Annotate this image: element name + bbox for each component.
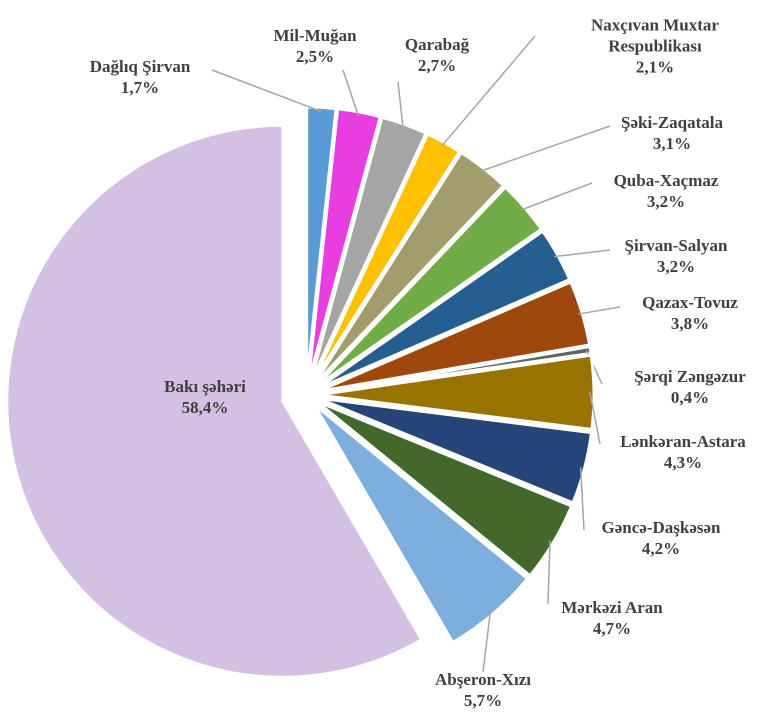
category-name: Lənkəran-Astara (620, 432, 746, 451)
value-label: 4,3% (663, 453, 703, 472)
value-label: 3,2% (656, 257, 696, 276)
leader-line (547, 540, 551, 605)
pie-slice (317, 353, 596, 432)
pie-slice (308, 115, 429, 385)
slice-label: Dağlıq Şirvan 1,7% (90, 56, 191, 98)
slice-label: Bakı şəhəri 58,4% (164, 376, 246, 418)
value-label: 3,8% (670, 314, 710, 333)
leader-line (589, 392, 601, 445)
slice-label: Naxçıvan Muxtar Respublikası 2,1% (568, 15, 743, 78)
category-name: Bakı şəhəri (164, 377, 246, 396)
pie-slice (305, 105, 338, 384)
pie-slice (310, 132, 462, 386)
slice-label: Gəncə-Daşkəsən 4,2% (602, 517, 721, 559)
slice-label: Şərqi Zəngəzur 0,4% (634, 366, 746, 408)
value-label: 4,2% (641, 539, 681, 558)
pie-slice (312, 402, 530, 645)
value-label: 4,7% (592, 619, 632, 638)
value-label: 2,7% (417, 56, 457, 75)
pie-slice (317, 344, 593, 395)
value-label: 3,1% (652, 134, 692, 153)
leader-line (579, 467, 585, 531)
category-name: Qarabağ (404, 35, 470, 54)
category-name: Gəncə-Daşkəsən (601, 518, 721, 537)
category-name: Quba-Xaçmaz (613, 171, 719, 190)
slice-label: Şəki-Zaqatala 3,1% (621, 112, 723, 154)
category-name: Mərkəzi Aran (561, 598, 663, 617)
leader-line (553, 249, 611, 258)
leader-line (521, 182, 593, 211)
pie-slice (315, 399, 574, 578)
slice-label: Quba-Xaçmaz 3,2% (614, 170, 719, 212)
pie-slice (5, 123, 424, 679)
category-name: Mil-Muğan (273, 26, 357, 45)
category-name: Şəki-Zaqatala (620, 113, 724, 132)
category-name: Naxçıvan Muxtar Respublikası (591, 15, 719, 56)
leader-line (482, 610, 492, 673)
value-label: 3,2% (646, 192, 686, 211)
category-name: Abşeron-Xızı (434, 670, 532, 689)
leader-line (441, 35, 536, 147)
leader-line (578, 306, 621, 315)
category-name: Qazax-Tovuz (642, 293, 738, 312)
leader-line (397, 81, 404, 129)
pie-slice (315, 229, 572, 391)
pie-slice (312, 150, 506, 387)
leader-line (480, 125, 611, 172)
slice-label: Abşeron-Xızı 5,7% (435, 669, 531, 711)
pie-slice (314, 185, 544, 389)
category-name: Dağlıq Şirvan (89, 57, 191, 76)
leader-line (211, 69, 322, 113)
slice-label: Lənkəran-Astara 4,3% (620, 431, 746, 473)
slice-label: Mərkəzi Aran 4,7% (561, 597, 663, 639)
category-name: Şirvan-Salyan (624, 236, 728, 255)
value-label: 0,4% (670, 388, 710, 407)
value-label: 5,7% (463, 691, 503, 710)
category-name: Şərqi Zəngəzur (634, 367, 746, 386)
slice-label: Mil-Muğan 2,5% (273, 25, 356, 67)
value-label: 1,7% (120, 78, 160, 97)
leader-line (342, 69, 360, 117)
slice-label: Şirvan-Salyan 3,2% (625, 235, 728, 277)
value-label: 2,5% (295, 47, 335, 66)
pie-slice (306, 107, 383, 384)
value-label: 2,1% (635, 57, 675, 77)
slice-label: Qazax-Tovuz 3,8% (642, 292, 738, 334)
pie-slice (317, 396, 594, 505)
slice-label: Qarabağ 2,7% (405, 34, 469, 76)
value-label: 58,4% (181, 398, 229, 417)
